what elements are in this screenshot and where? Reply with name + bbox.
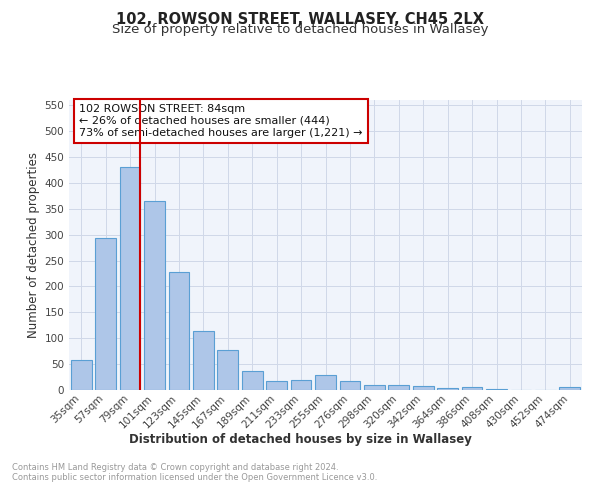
Bar (413, 386, 434, 390)
Bar (266, 380, 287, 390)
Bar (461, 388, 482, 390)
Text: Size of property relative to detached houses in Wallasey: Size of property relative to detached ho… (112, 22, 488, 36)
Text: Distribution of detached houses by size in Wallasey: Distribution of detached houses by size … (128, 432, 472, 446)
Bar (119, 168, 140, 390)
Bar (388, 385, 409, 390)
Bar (437, 388, 458, 390)
Bar (71, 360, 92, 390)
Bar (315, 375, 336, 390)
Text: 102, ROWSON STREET, WALLASEY, CH45 2LX: 102, ROWSON STREET, WALLASEY, CH45 2LX (116, 12, 484, 28)
Bar (340, 381, 361, 390)
Bar (242, 371, 263, 390)
Bar (144, 201, 165, 390)
Bar (290, 380, 311, 390)
Bar (95, 238, 116, 390)
Bar (486, 389, 507, 390)
Text: Contains HM Land Registry data © Crown copyright and database right 2024.
Contai: Contains HM Land Registry data © Crown c… (12, 462, 377, 482)
Bar (193, 332, 214, 390)
Y-axis label: Number of detached properties: Number of detached properties (27, 152, 40, 338)
Bar (169, 272, 190, 390)
Bar (364, 385, 385, 390)
Text: 102 ROWSON STREET: 84sqm
← 26% of detached houses are smaller (444)
73% of semi-: 102 ROWSON STREET: 84sqm ← 26% of detach… (79, 104, 363, 138)
Bar (217, 350, 238, 390)
Bar (559, 388, 580, 390)
